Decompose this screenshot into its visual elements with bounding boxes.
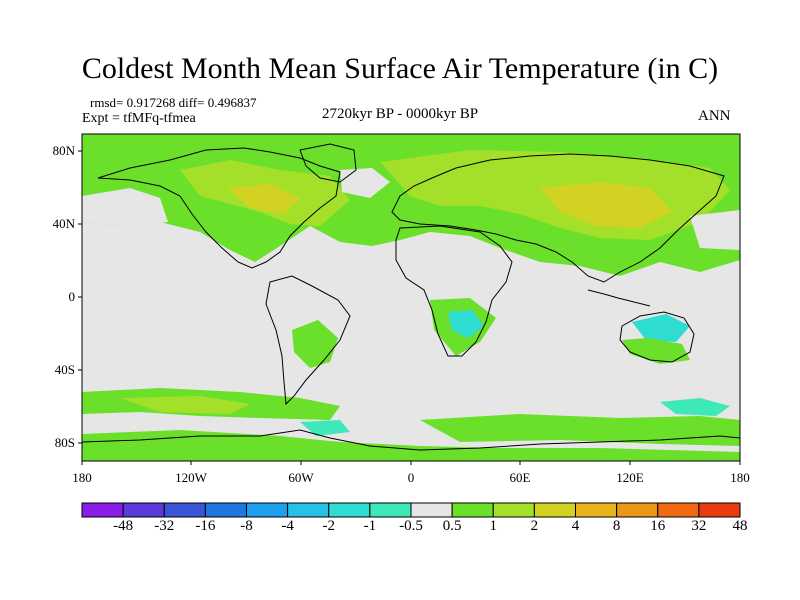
stats-text: rmsd= 0.917268 diff= 0.496837 (90, 95, 257, 110)
season-text: ANN (698, 108, 731, 124)
colorbar-swatch (163, 502, 206, 518)
lat-label: 0 (68, 289, 76, 304)
map-ticks (78, 150, 741, 465)
colorbar-swatch (204, 502, 247, 518)
field-south-pole (82, 430, 740, 461)
field-eurasia-4 (540, 182, 672, 228)
colorbar-label: 8 (612, 518, 621, 534)
lon-label: 180 (730, 470, 750, 485)
coast-antarctica (82, 429, 740, 451)
colorbar-label: 0.5 (442, 518, 462, 534)
colorbar-label: -4 (281, 518, 294, 534)
period-text: 2720kyr BP - 0000kyr BP (322, 106, 479, 122)
coast-australia (619, 311, 695, 363)
colorbar-swatch (451, 502, 494, 518)
colorbar-swatch (287, 502, 330, 518)
coast-indonesia (587, 289, 651, 307)
colorbar-swatch (657, 502, 700, 518)
lon-label: 120E (616, 470, 644, 485)
colorbar-swatch (616, 502, 659, 518)
colorbar-label: 4 (571, 518, 580, 534)
colorbar-swatch (533, 502, 576, 518)
field-atlantic-gap (340, 168, 390, 198)
lon-label: 60E (509, 470, 531, 485)
lon-label: 180 (72, 470, 92, 485)
field-antarctic-1 (420, 414, 740, 446)
lat-label: 80S (54, 435, 75, 450)
lat-label: 80N (52, 143, 75, 158)
coastlines (82, 143, 740, 451)
field-na-4 (228, 184, 300, 214)
field-australia-1 (622, 338, 690, 364)
field-southern-ocean-2 (120, 396, 250, 414)
colorbar-label: 1 (489, 518, 498, 534)
coast-africa (395, 225, 513, 357)
colorbar-label: -8 (240, 518, 253, 534)
field-australia-cool (632, 314, 690, 342)
colorbar-swatch (81, 502, 124, 518)
colorbar-label: -48 (113, 518, 134, 534)
field-sw-cool (300, 420, 350, 436)
lat-label: 40N (52, 216, 75, 231)
field-pacific-gap (690, 210, 740, 250)
colorbar-swatch (328, 502, 371, 518)
field-samerica-1 (292, 320, 338, 368)
experiment-text: Expt = tfMFq-tfmea (82, 111, 196, 126)
colorbar-swatch (369, 502, 412, 518)
lat-label: 40S (54, 362, 75, 377)
colorbar-label: 32 (691, 518, 707, 534)
colorbar-label: 2 (530, 518, 539, 534)
colorbar-swatch (698, 502, 741, 518)
colorbar-swatch (492, 502, 535, 518)
colorbar-label: -0.5 (399, 518, 423, 534)
field-arctic-gap (82, 188, 168, 226)
colorbar-label: 48 (732, 518, 748, 534)
colorbar-swatch (410, 502, 453, 518)
field-antarctic-cool (660, 398, 730, 416)
map-title: Coldest Month Mean Surface Air Temperatu… (81, 52, 719, 85)
colorbar-label: -16 (195, 518, 216, 534)
coast-europe-asia (391, 153, 725, 283)
coast-greenland (299, 143, 357, 183)
coast-north-america (97, 147, 341, 269)
colorbar-label: -1 (363, 518, 377, 534)
colorbar-label: -32 (154, 518, 175, 534)
lon-label: 120W (175, 470, 207, 485)
field-africa-cool (448, 310, 484, 338)
coast-south-america (265, 275, 351, 406)
colorbar-swatch (246, 502, 289, 518)
colorbar-label: 16 (650, 518, 666, 534)
colorbar-label: -2 (322, 518, 336, 534)
colorbar-swatch (122, 502, 165, 518)
lon-label: 0 (407, 470, 415, 485)
colorbar-swatch (575, 502, 618, 518)
lon-label: 60W (288, 470, 314, 485)
